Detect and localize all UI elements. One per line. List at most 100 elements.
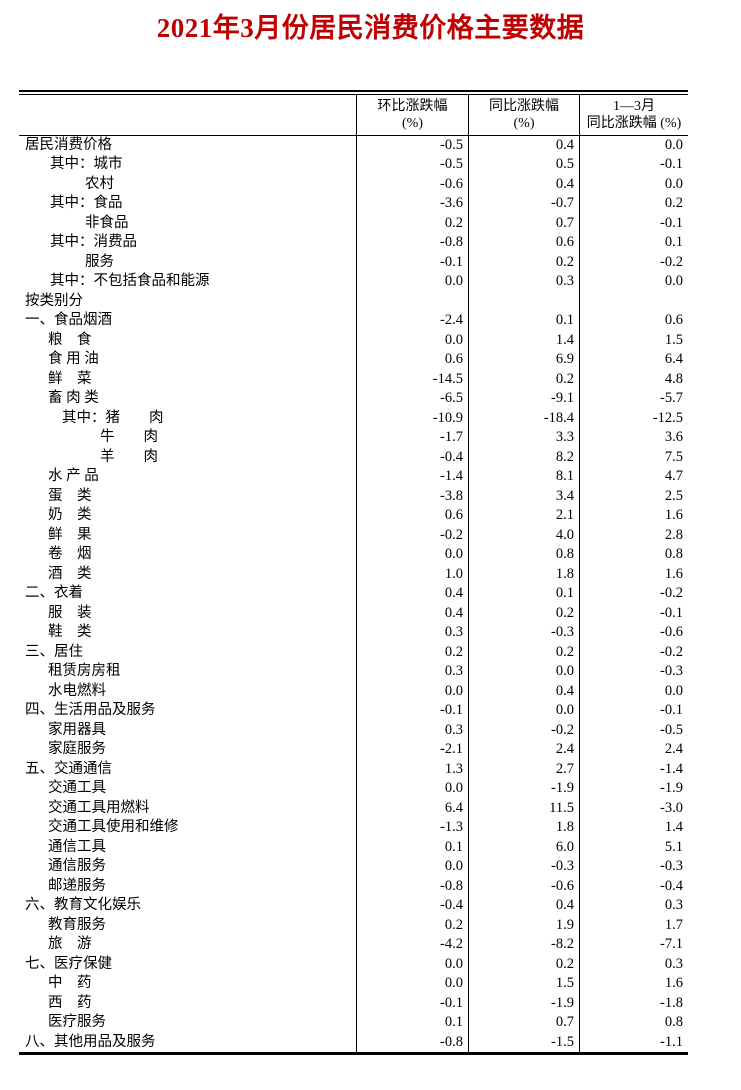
table-row: 食 用 油 0.6 6.9 6.4 bbox=[19, 350, 688, 370]
cell-ytd: 0.0 bbox=[579, 272, 688, 292]
cell-ytd: -7.1 bbox=[579, 935, 688, 955]
cell-yoy: 0.2 bbox=[468, 642, 579, 662]
row-label: 水电燃料 bbox=[48, 682, 106, 699]
row-label: 家用器具 bbox=[48, 721, 106, 738]
table-row: 三、居住 0.2 0.2 -0.2 bbox=[19, 642, 688, 662]
cell-ytd: -0.1 bbox=[579, 701, 688, 721]
cell-ytd: 1.6 bbox=[579, 506, 688, 526]
table-row: 其中：城市 -0.5 0.5 -0.1 bbox=[19, 155, 688, 175]
table-row: 牛 肉 -1.7 3.3 3.6 bbox=[19, 428, 688, 448]
cell-yoy: 2.1 bbox=[468, 506, 579, 526]
table-row: 通信工具 0.1 6.0 5.1 bbox=[19, 837, 688, 857]
cell-yoy: 0.4 bbox=[468, 135, 579, 155]
cell-yoy: 0.7 bbox=[468, 213, 579, 233]
row-label: 二、衣着 bbox=[25, 585, 83, 601]
cell-mom: -0.2 bbox=[356, 525, 468, 545]
cell-mom: 6.4 bbox=[356, 798, 468, 818]
table-row: 六、教育文化娱乐 -0.4 0.4 0.3 bbox=[19, 896, 688, 916]
table-row: 医疗服务 0.1 0.7 0.8 bbox=[19, 1013, 688, 1033]
table-row: 教育服务 0.2 1.9 1.7 bbox=[19, 915, 688, 935]
cell-mom: 0.0 bbox=[356, 857, 468, 877]
cell-ytd: 1.7 bbox=[579, 915, 688, 935]
page-title: 2021年3月份居民消费价格主要数据 bbox=[156, 13, 585, 43]
row-label: 非食品 bbox=[85, 214, 129, 231]
cell-ytd: -0.3 bbox=[579, 857, 688, 877]
cell-yoy: 3.4 bbox=[468, 486, 579, 506]
table-row: 粮 食 0.0 1.4 1.5 bbox=[19, 330, 688, 350]
cell-ytd: 0.8 bbox=[579, 545, 688, 565]
cell-mom: -6.5 bbox=[356, 389, 468, 409]
cell-ytd: -1.4 bbox=[579, 759, 688, 779]
table-row: 卷 烟 0.0 0.8 0.8 bbox=[19, 545, 688, 565]
cell-mom: 0.0 bbox=[356, 330, 468, 350]
header-line: 同比涨跌幅 (%) bbox=[586, 115, 682, 131]
cell-mom: 0.6 bbox=[356, 350, 468, 370]
cell-ytd: 0.0 bbox=[579, 174, 688, 194]
cell-ytd: 2.4 bbox=[579, 740, 688, 760]
cell-yoy: 1.8 bbox=[468, 818, 579, 838]
cell-yoy: -1.9 bbox=[468, 779, 579, 799]
cell-ytd: -0.1 bbox=[579, 603, 688, 623]
table-row: 鲜 菜 -14.5 0.2 4.8 bbox=[19, 369, 688, 389]
col-header-item bbox=[19, 95, 356, 135]
header-line: 同比涨跌幅 bbox=[489, 98, 559, 114]
table-header-row: 环比涨跌幅 (%) 同比涨跌幅 (%) 1—3月 同比涨跌幅 (%) bbox=[19, 94, 688, 136]
cell-ytd: -0.4 bbox=[579, 876, 688, 896]
cell-ytd: -0.5 bbox=[579, 720, 688, 740]
cell-yoy: 0.2 bbox=[468, 252, 579, 272]
cell-yoy: -1.9 bbox=[468, 993, 579, 1013]
table-row: 一、食品烟酒 -2.4 0.1 0.6 bbox=[19, 311, 688, 331]
table-row: 其中：猪 肉 -10.9 -18.4 -12.5 bbox=[19, 408, 688, 428]
cell-mom: -0.5 bbox=[356, 135, 468, 155]
top-rule-inner bbox=[19, 93, 688, 95]
cell-yoy: 1.4 bbox=[468, 330, 579, 350]
row-label: 六、教育文化娱乐 bbox=[25, 897, 141, 913]
row-label: 牛 肉 bbox=[100, 429, 158, 445]
cell-ytd: 0.0 bbox=[579, 681, 688, 701]
cell-mom: 0.3 bbox=[356, 662, 468, 682]
cell-mom: 0.2 bbox=[356, 213, 468, 233]
row-label: 鲜 果 bbox=[48, 526, 92, 543]
header-line: (%) bbox=[513, 115, 535, 131]
cell-mom: -0.5 bbox=[356, 155, 468, 175]
cell-mom: -2.4 bbox=[356, 311, 468, 331]
table-row: 交通工具用燃料 6.4 11.5 -3.0 bbox=[19, 798, 688, 818]
row-label: 农村 bbox=[85, 175, 114, 192]
cell-ytd: -1.1 bbox=[579, 1032, 688, 1052]
header-line: (%) bbox=[402, 115, 423, 131]
cell-ytd: -0.2 bbox=[579, 252, 688, 272]
row-label: 其中：城市 bbox=[50, 156, 123, 172]
row-label: 交通工具使用和维修 bbox=[48, 819, 179, 835]
cell-mom: -0.8 bbox=[356, 876, 468, 896]
cell-mom: -2.1 bbox=[356, 740, 468, 760]
cell-yoy: -9.1 bbox=[468, 389, 579, 409]
row-label: 四、生活用品及服务 bbox=[25, 702, 156, 718]
row-label: 其中：猪 肉 bbox=[62, 409, 164, 426]
table-row: 按类别分 bbox=[19, 291, 688, 311]
cell-ytd: 0.6 bbox=[579, 311, 688, 331]
cell-yoy: 0.2 bbox=[468, 369, 579, 389]
table-row: 其中：食品 -3.6 -0.7 0.2 bbox=[19, 194, 688, 214]
cell-yoy: 8.1 bbox=[468, 467, 579, 487]
row-label: 八、其他用品及服务 bbox=[25, 1033, 156, 1050]
cell-ytd: 2.8 bbox=[579, 525, 688, 545]
cell-ytd: 0.8 bbox=[579, 1013, 688, 1033]
cell-mom: -0.4 bbox=[356, 896, 468, 916]
cell-ytd: -1.8 bbox=[579, 993, 688, 1013]
table-row: 旅 游 -4.2 -8.2 -7.1 bbox=[19, 935, 688, 955]
cell-ytd: 3.6 bbox=[579, 428, 688, 448]
row-label: 按类别分 bbox=[25, 292, 83, 309]
cell-yoy: 0.4 bbox=[468, 681, 579, 701]
row-label: 居民消费价格 bbox=[25, 136, 112, 153]
row-label: 畜 肉 类 bbox=[48, 390, 99, 406]
cell-yoy: -1.5 bbox=[468, 1032, 579, 1052]
row-label: 其中：食品 bbox=[50, 195, 123, 211]
row-label: 酒 类 bbox=[48, 565, 92, 582]
cell-yoy: 0.8 bbox=[468, 545, 579, 565]
cell-yoy bbox=[468, 291, 579, 311]
row-label: 服 装 bbox=[48, 604, 92, 621]
row-label: 交通工具 bbox=[48, 780, 106, 796]
cell-ytd: 6.4 bbox=[579, 350, 688, 370]
row-label: 西 药 bbox=[48, 994, 92, 1011]
